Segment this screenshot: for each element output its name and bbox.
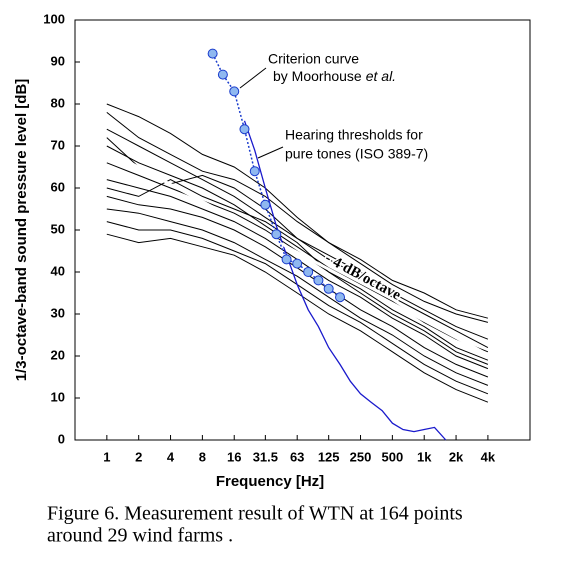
y-tick-label: 70 — [51, 137, 65, 152]
criterion-point — [229, 86, 240, 97]
y-tick-label: 100 — [43, 11, 65, 26]
annotation: pure tones (ISO 389-7) — [285, 146, 428, 162]
criterion-point — [239, 124, 250, 135]
annotation: Criterion curve — [268, 51, 359, 67]
annotation: et al. — [366, 68, 396, 84]
y-tick-label: 50 — [51, 221, 65, 236]
x-tick-label: 2k — [449, 449, 464, 464]
trend-label: - 4 dB/octave — [322, 250, 403, 304]
criterion-point — [292, 258, 303, 269]
x-tick-label: 8 — [199, 449, 206, 464]
annotation-arrow — [239, 67, 267, 89]
x-tick-label: 31.5 — [253, 449, 278, 464]
y-tick-label: 10 — [51, 389, 65, 404]
caption: around 29 wind farms . — [47, 525, 233, 547]
trend-line — [106, 148, 499, 362]
x-tick-label: 63 — [290, 449, 304, 464]
criterion-point — [207, 48, 218, 59]
criterion-point — [313, 275, 324, 286]
y-tick-label: 80 — [51, 95, 65, 110]
y-tick-label: 0 — [58, 431, 65, 446]
data-line — [106, 208, 489, 386]
criterion-point — [281, 254, 292, 265]
criterion-point — [260, 199, 271, 210]
data-line — [106, 112, 489, 319]
criterion-point — [271, 229, 282, 240]
y-tick-label: 90 — [51, 53, 65, 68]
y-tick-label: 20 — [51, 347, 65, 362]
data-line — [106, 195, 489, 378]
x-tick-label: 1k — [417, 449, 432, 464]
data-line — [106, 233, 489, 403]
criterion-point — [217, 69, 228, 80]
data-line — [106, 103, 489, 323]
x-tick-label: 500 — [382, 449, 404, 464]
plot-area — [106, 48, 499, 441]
criterion-point — [335, 292, 346, 303]
annotation-arrow — [257, 146, 284, 159]
criterion-point — [303, 267, 314, 277]
y-tick-label: 60 — [51, 179, 65, 194]
x-tick-label: 125 — [318, 449, 340, 464]
data-line — [106, 179, 489, 365]
criterion-point — [323, 283, 334, 294]
data-line — [106, 145, 489, 353]
y-tick-label: 30 — [51, 305, 65, 320]
annotation: by Moorhouse — [273, 68, 362, 84]
x-tick-label: 1 — [103, 449, 110, 464]
y-axis-label: 1/3-octave-band sound pressure level [dB… — [13, 79, 30, 382]
y-tick-label: 40 — [51, 263, 65, 278]
x-tick-label: 16 — [227, 449, 241, 464]
x-tick-label: 4k — [481, 449, 496, 464]
x-tick-label: 250 — [350, 449, 372, 464]
annotation: Hearing thresholds for — [285, 127, 423, 143]
criterion-point — [249, 166, 260, 177]
x-tick-label: 4 — [167, 449, 175, 464]
x-axis-label: Frequency [Hz] — [216, 473, 324, 490]
x-tick-label: 2 — [135, 449, 142, 464]
caption: Figure 6. Measurement result of WTN at 1… — [47, 503, 463, 525]
annotation: by Moorhouse et al. — [273, 68, 396, 84]
